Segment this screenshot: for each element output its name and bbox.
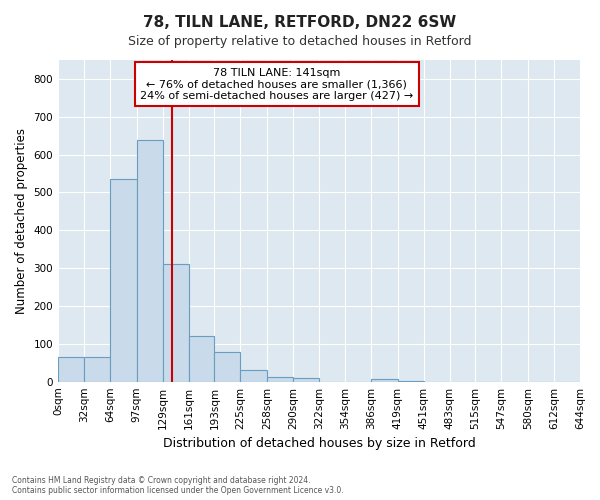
Bar	[241, 370, 267, 382]
Bar	[371, 378, 398, 382]
Bar	[188, 336, 214, 382]
Y-axis label: Number of detached properties: Number of detached properties	[15, 128, 28, 314]
Bar	[84, 357, 110, 382]
Bar	[267, 377, 293, 382]
Bar	[398, 380, 424, 382]
Bar	[293, 378, 319, 382]
Bar	[137, 140, 163, 382]
Bar	[214, 352, 241, 382]
Text: 78 TILN LANE: 141sqm
← 76% of detached houses are smaller (1,366)
24% of semi-de: 78 TILN LANE: 141sqm ← 76% of detached h…	[140, 68, 413, 101]
Bar	[163, 264, 188, 382]
Text: Size of property relative to detached houses in Retford: Size of property relative to detached ho…	[128, 35, 472, 48]
X-axis label: Distribution of detached houses by size in Retford: Distribution of detached houses by size …	[163, 437, 475, 450]
Text: Contains HM Land Registry data © Crown copyright and database right 2024.
Contai: Contains HM Land Registry data © Crown c…	[12, 476, 344, 495]
Bar	[110, 179, 137, 382]
Text: 78, TILN LANE, RETFORD, DN22 6SW: 78, TILN LANE, RETFORD, DN22 6SW	[143, 15, 457, 30]
Bar	[58, 357, 84, 382]
